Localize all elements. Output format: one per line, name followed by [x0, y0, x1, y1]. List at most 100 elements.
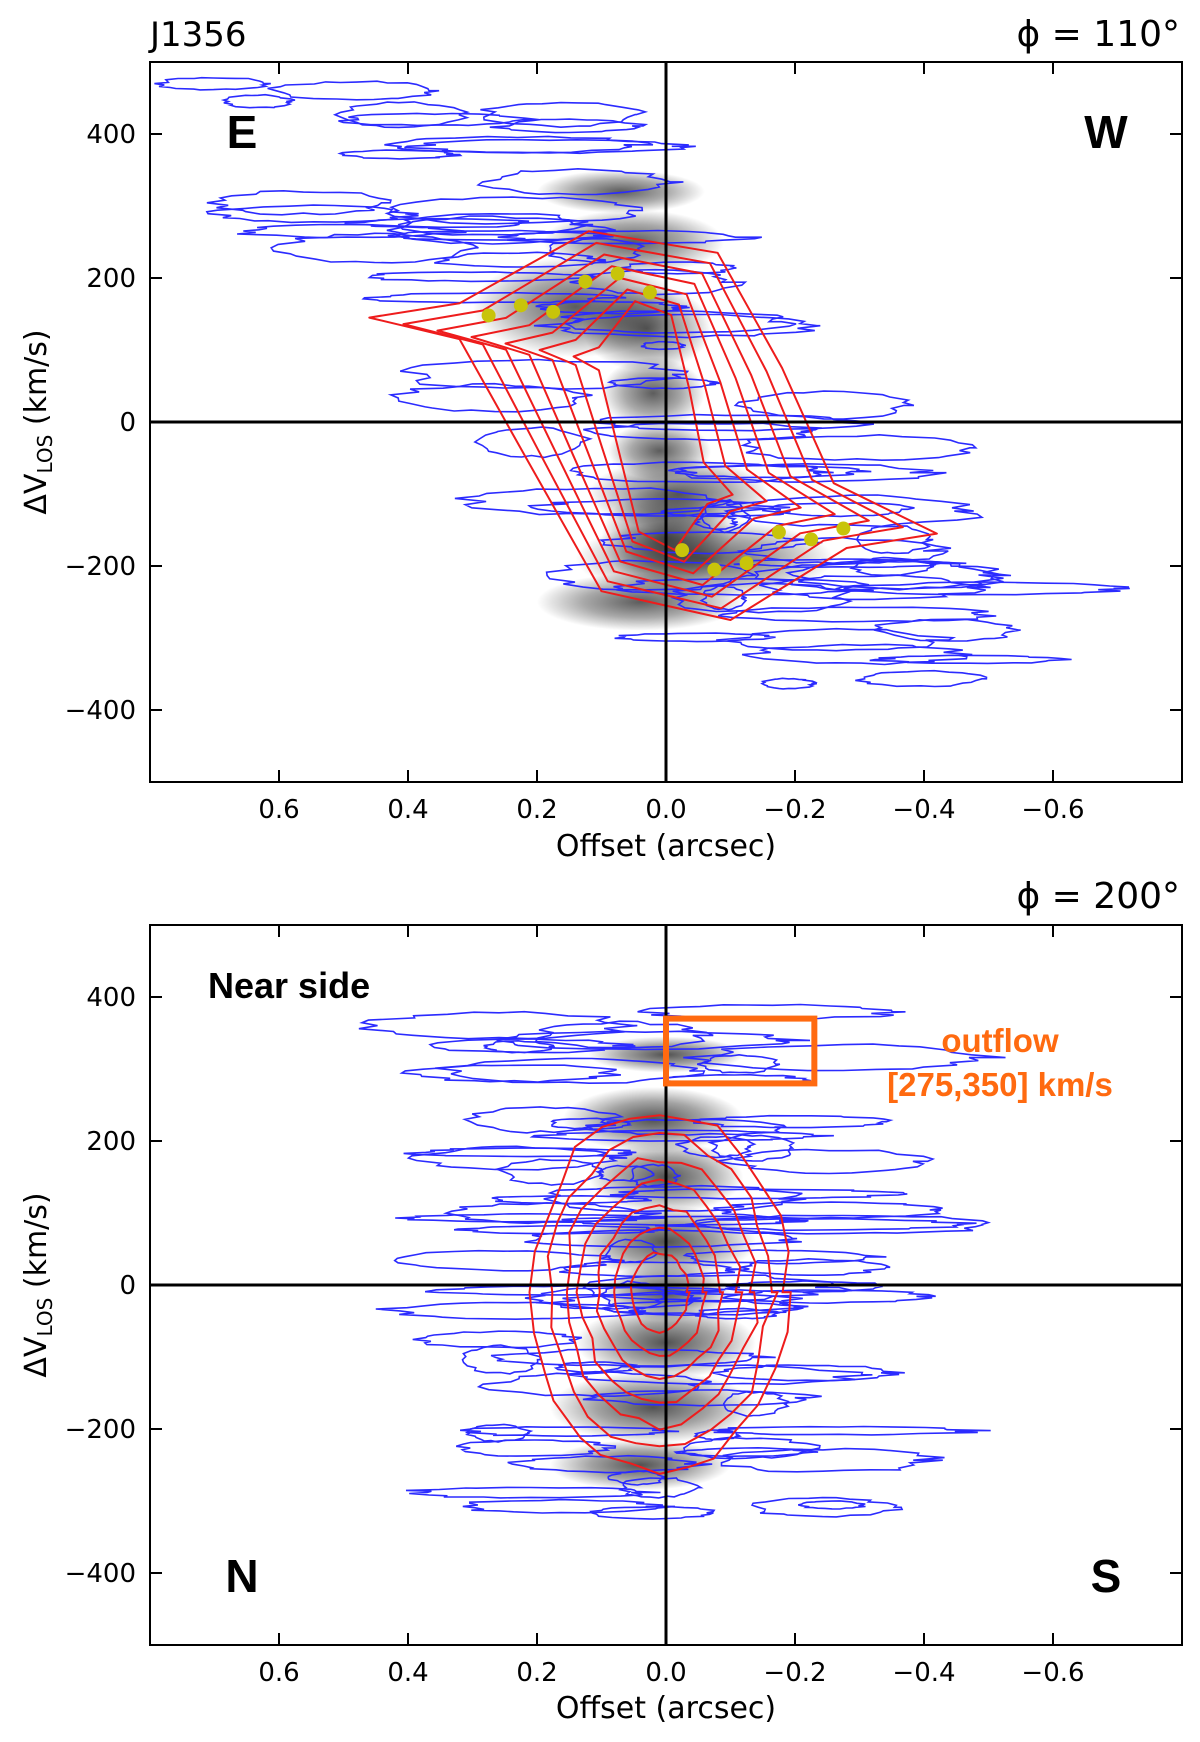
- contour-line: [693, 1429, 742, 1441]
- y-axis-label: ΔVLOS (km/s): [19, 1192, 57, 1377]
- x-tick-label: 0.0: [645, 1658, 686, 1688]
- axis-ticks: 0.6 0.4 0.2 0.0 −0.2 −0.4 −0.6 400 200 0 −200 −400: [65, 925, 1182, 1688]
- x-tick-label: 0.6: [258, 795, 299, 825]
- contour-line: [716, 627, 957, 652]
- contour-line: [375, 1301, 647, 1321]
- contour-line: [220, 93, 296, 109]
- contour-line: [545, 559, 757, 591]
- panel-top: 0.6 0.4 0.2 0.0 −0.2 −0.4 −0.64002000−200−400 …: [19, 14, 1183, 864]
- contour-line: [206, 189, 392, 216]
- contour-line: [480, 101, 649, 129]
- y-tick-label: −400: [65, 696, 136, 726]
- contour-line: [453, 1224, 664, 1235]
- contour-line: [699, 585, 748, 611]
- x-tick-label: −0.6: [1021, 1658, 1084, 1688]
- intensity-blob: [601, 357, 705, 430]
- x-tick-label: −0.6: [1021, 795, 1084, 825]
- y-tick-label: 400: [86, 120, 136, 150]
- outflow-range-label: [275,350] km/s: [887, 1066, 1113, 1103]
- contour-line: [583, 422, 823, 441]
- red-model-contours: [528, 1114, 792, 1475]
- contour-line: [550, 1117, 633, 1131]
- corner-label-west: W: [1084, 106, 1128, 158]
- rotation-point: [739, 556, 754, 571]
- contour-line: [535, 300, 690, 315]
- contour-line: [696, 1053, 781, 1074]
- contour-line: [461, 1106, 625, 1134]
- model-contour: [572, 300, 734, 551]
- contour-line: [237, 223, 467, 239]
- contour-line: [462, 1498, 676, 1514]
- contour-line: [579, 1118, 788, 1136]
- contour-line: [455, 1439, 617, 1457]
- contour-line: [399, 1064, 621, 1083]
- contour-line: [529, 1129, 834, 1142]
- rotation-point: [610, 266, 625, 281]
- contour-line: [674, 464, 872, 479]
- rotation-point: [707, 562, 722, 577]
- figure-title: J1356: [148, 15, 247, 55]
- rotation-point: [804, 532, 819, 547]
- contour-line: [606, 377, 721, 390]
- contour-line: [784, 560, 1012, 591]
- contour-line: [404, 138, 696, 155]
- contour-line: [361, 291, 627, 304]
- contour-line: [338, 112, 540, 127]
- model-contour: [595, 1204, 725, 1381]
- contour-line: [491, 1194, 652, 1205]
- contour-line: [367, 271, 596, 283]
- contour-line: [582, 1389, 822, 1407]
- model-contour: [368, 230, 938, 621]
- contour-line: [720, 1447, 945, 1473]
- corner-label-east: E: [227, 106, 258, 158]
- red-model-contours: [368, 230, 938, 621]
- contour-line: [849, 556, 937, 577]
- contour-line: [798, 1500, 866, 1510]
- contour-line: [561, 1215, 809, 1227]
- contour-line: [673, 1446, 819, 1458]
- rotation-point: [481, 308, 496, 323]
- contour-line: [399, 358, 690, 390]
- outflow-label: outflow: [941, 1022, 1059, 1059]
- contour-line: [741, 643, 973, 666]
- rotation-point: [642, 285, 657, 300]
- contour-line: [654, 1217, 977, 1232]
- contour-line: [543, 1184, 807, 1213]
- contour-line: [548, 237, 646, 264]
- contour-line: [397, 212, 594, 236]
- corner-label-south: S: [1091, 1550, 1122, 1602]
- contour-line: [553, 1361, 641, 1374]
- near-side-label: Near side: [208, 965, 370, 1006]
- rotation-point: [546, 304, 561, 319]
- angle-label: ϕ = 110°: [1016, 14, 1180, 55]
- contour-line: [713, 1201, 943, 1220]
- contour-line: [722, 1391, 790, 1418]
- contour-line: [405, 1486, 661, 1499]
- contour-line: [454, 487, 732, 516]
- x-tick-label: 0.4: [387, 795, 428, 825]
- contour-line: [618, 1477, 704, 1499]
- contour-line: [534, 1020, 714, 1049]
- contour-line: [713, 1425, 991, 1436]
- contour-line: [758, 574, 991, 601]
- contour-line: [681, 1436, 821, 1460]
- contour-line: [476, 167, 684, 196]
- contour-line: [682, 1249, 887, 1265]
- x-tick-label: −0.4: [892, 795, 955, 825]
- model-contour: [546, 1131, 780, 1448]
- contour-line: [855, 525, 934, 555]
- axis-ticks: 0.6 0.4 0.2 0.0 −0.2 −0.4 −0.6 400 200 0 −200 −400: [65, 62, 1182, 825]
- contour-line: [637, 1003, 906, 1021]
- y-tick-label: 400: [86, 983, 136, 1013]
- contour-line: [873, 618, 1021, 642]
- contour-line: [205, 204, 419, 224]
- contour-line: [834, 581, 1130, 596]
- contour-line: [395, 1212, 667, 1223]
- x-tick-label: 0.2: [516, 795, 557, 825]
- blue-contours: [154, 76, 1130, 690]
- contour-line: [750, 1496, 904, 1518]
- contour-line: [740, 433, 978, 462]
- contour-line: [700, 498, 752, 534]
- contour-line: [337, 149, 463, 160]
- model-contour: [470, 265, 836, 586]
